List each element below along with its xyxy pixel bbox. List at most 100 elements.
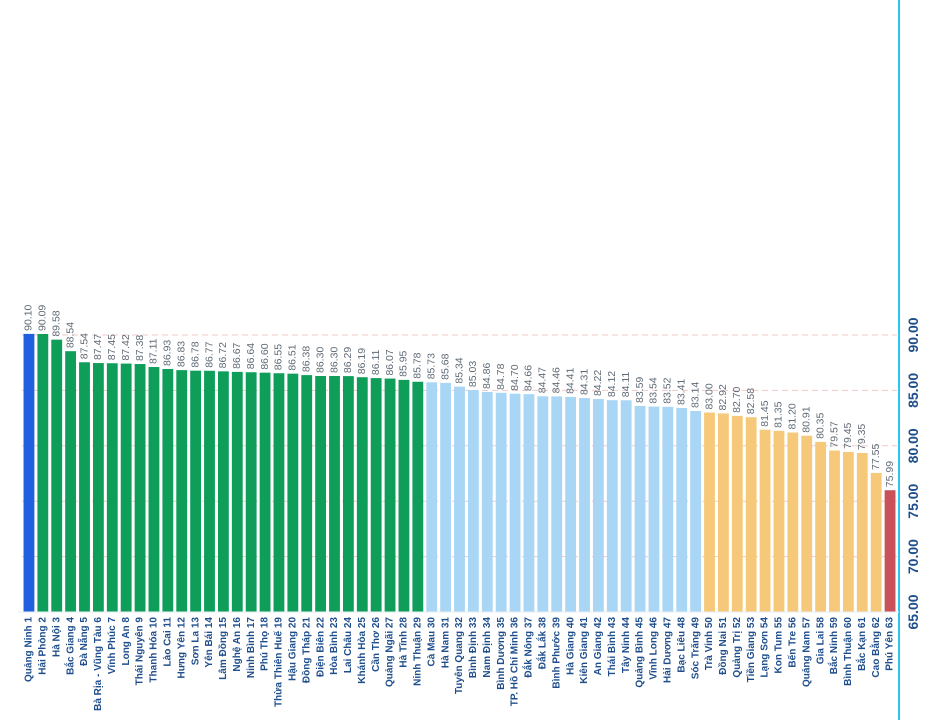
category-label: Quảng Ninh 1 <box>24 617 35 682</box>
value-label: 85.73 <box>426 353 438 379</box>
category-label: Tuyên Quang 32 <box>454 617 465 694</box>
category-label: Hòa Bình 23 <box>329 617 340 675</box>
bar <box>92 363 104 612</box>
bar <box>273 373 285 612</box>
bar <box>676 408 688 612</box>
category-label: Bà Rịa - Vũng Tàu 6 <box>93 617 104 711</box>
category-label: Bạc Liêu 48 <box>676 617 687 673</box>
category-label: Thái Bình 43 <box>607 617 618 677</box>
bar <box>745 417 757 612</box>
bar <box>120 363 132 612</box>
bar <box>106 363 118 612</box>
value-label: 83.59 <box>634 377 646 403</box>
value-label: 86.77 <box>203 341 215 367</box>
bar <box>509 393 521 612</box>
bar <box>829 450 840 612</box>
category-label: Cần Thơ 26 <box>370 617 382 672</box>
value-label: 83.14 <box>689 382 701 408</box>
bar <box>398 379 410 612</box>
value-label: 84.86 <box>481 363 493 389</box>
category-label: Tây Ninh 44 <box>621 617 632 674</box>
bar <box>426 382 438 612</box>
category-label: Kon Tum 55 <box>774 617 785 674</box>
category-label: TP. Hồ Chí Minh 36 <box>509 617 521 707</box>
category-label: Khánh Hòa 25 <box>357 617 368 684</box>
value-label: 87.45 <box>106 334 118 360</box>
bar <box>37 334 49 612</box>
value-label: 79.45 <box>842 422 854 448</box>
value-label: 77.55 <box>870 444 882 470</box>
value-label: 86.67 <box>231 342 243 368</box>
value-label: 86.55 <box>273 344 285 370</box>
bar <box>440 382 452 612</box>
value-label: 86.60 <box>259 343 271 369</box>
bar <box>51 339 63 612</box>
category-label: Hà Tĩnh 28 <box>399 617 410 668</box>
value-label: 86.38 <box>301 346 313 372</box>
bar <box>870 472 882 612</box>
bar <box>467 390 479 612</box>
bar <box>884 490 896 612</box>
y-axis: 65.00 70.00 75.00 80.00 85.00 90.00 <box>18 0 921 720</box>
bar <box>759 429 771 612</box>
bar <box>537 396 549 612</box>
bar <box>79 362 90 612</box>
value-label: 87.11 <box>148 338 160 364</box>
value-label: 75.99 <box>884 461 896 487</box>
category-label: Nam Định 34 <box>482 617 493 678</box>
bar <box>495 392 507 612</box>
bar <box>815 441 827 612</box>
category-label: Hải Dương 47 <box>662 617 673 683</box>
bar <box>245 372 257 612</box>
value-label: 85.68 <box>439 353 451 379</box>
category-label: Bến Tre 56 <box>786 617 798 668</box>
category-label: Quảng Nam 57 <box>801 617 812 687</box>
y-tick-label: 90.00 <box>905 317 921 352</box>
bar <box>662 406 674 612</box>
category-label: Nghệ An 16 <box>232 617 243 672</box>
category-label: Ninh Bình 17 <box>246 617 257 679</box>
bar <box>356 377 368 612</box>
value-label: 86.11 <box>370 349 382 375</box>
value-label: 84.12 <box>606 371 618 397</box>
value-label: 86.64 <box>245 343 257 369</box>
category-label: Ninh Thuận 29 <box>412 617 423 686</box>
bar <box>801 435 813 612</box>
value-label: 87.54 <box>78 333 90 359</box>
category-label: Bắc Giang 4 <box>63 617 76 675</box>
category-label: Hải Phòng 2 <box>37 617 48 675</box>
value-label: 83.00 <box>703 383 715 409</box>
value-label: 84.78 <box>495 363 507 389</box>
bar <box>342 376 354 612</box>
category-label: Bình Phước 39 <box>551 617 562 689</box>
category-label: Hà Nội 3 <box>51 617 62 657</box>
category-label: Cao Bằng 62 <box>869 617 882 678</box>
category-label: Hậu Giang 20 <box>287 617 298 681</box>
category-label: Đắk Lắk 38 <box>535 617 548 670</box>
value-label: 85.78 <box>412 352 424 378</box>
value-label: 84.47 <box>537 367 549 393</box>
category-label: Điện Biên 22 <box>315 617 326 677</box>
bar <box>856 453 868 612</box>
value-label: 88.54 <box>64 322 76 348</box>
value-label: 82.92 <box>717 384 729 410</box>
y-tick-label: 80.00 <box>905 428 921 463</box>
value-label: 86.07 <box>384 349 396 375</box>
value-label: 83.54 <box>648 377 660 403</box>
value-label: 83.41 <box>676 379 688 405</box>
category-label: Bình Thuận 60 <box>843 617 854 686</box>
value-label: 86.51 <box>287 344 299 370</box>
value-label: 83.52 <box>662 377 674 403</box>
value-label: 90.09 <box>37 305 49 331</box>
category-label: Tiền Giang 53 <box>745 617 757 683</box>
category-label: Bắc Kạn 61 <box>855 617 868 671</box>
bar <box>842 451 854 612</box>
value-label: 85.34 <box>453 357 465 383</box>
value-label: 86.93 <box>162 340 174 366</box>
y-tick-label: 75.00 <box>905 483 921 518</box>
category-label: Thanh Hóa 10 <box>149 617 160 683</box>
bar <box>592 399 604 612</box>
value-label: 87.42 <box>120 334 132 360</box>
